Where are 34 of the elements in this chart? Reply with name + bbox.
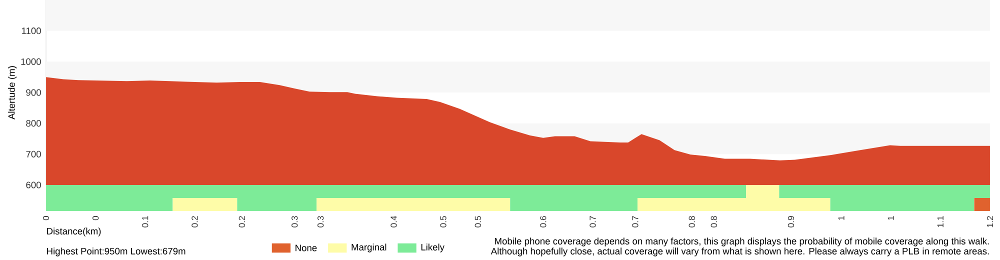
x-tick-label: 0.8 bbox=[688, 216, 695, 228]
x-tick-label: 0.5 bbox=[440, 216, 446, 228]
y-axis-title: Altertude (m) bbox=[8, 66, 17, 120]
legend-label: Likely bbox=[421, 244, 444, 252]
x-tick-label: 1.2 bbox=[986, 216, 994, 228]
x-tick-label: 0.5 bbox=[474, 216, 481, 228]
x-tick-label: 1 bbox=[838, 216, 844, 220]
x-axis-title: Distance(km) bbox=[47, 228, 101, 236]
x-tick-label: 0.9 bbox=[788, 216, 794, 228]
y-tick-label: 900 bbox=[26, 89, 41, 96]
y-tick-label: 800 bbox=[26, 120, 41, 127]
x-tick-label: 1.1 bbox=[937, 216, 944, 228]
x-tick-label: 0.7 bbox=[632, 216, 638, 228]
x-tick-label: 0.6 bbox=[540, 216, 546, 228]
x-tick-label: 0.1 bbox=[142, 216, 148, 228]
text: Although hopefully close, actual coverage will vary from what is shown here. Please always carry a PLB in remote areas. bbox=[490, 248, 989, 256]
y-tick-label: 700 bbox=[26, 150, 41, 158]
y-tick-label: 1100 bbox=[22, 28, 41, 34]
x-tick-label: 0.8 bbox=[710, 216, 717, 228]
x-tick-label: 0.2 bbox=[192, 216, 198, 228]
x-tick-label: 0.7 bbox=[590, 216, 596, 228]
x-tick-label: 0.4 bbox=[390, 216, 397, 228]
legend-label: Marginal bbox=[352, 244, 386, 252]
text: Mobile phone coverage depends on many factors, this graph displays the probability of mobile coverage along this walk. bbox=[495, 238, 989, 246]
y-tick-label: 600 bbox=[26, 182, 41, 188]
x-tick-label: 0.2 bbox=[238, 216, 245, 228]
text: Highest Point:950m Lowest:679m bbox=[47, 248, 186, 256]
legend-label: None bbox=[296, 244, 317, 252]
y-tick-label: 1000 bbox=[21, 58, 41, 65]
x-tick-label: 1 bbox=[888, 216, 894, 220]
x-tick-label: 0 bbox=[92, 216, 99, 220]
x-tick-label: 0.3 bbox=[292, 216, 298, 228]
x-tick-label: 0.3 bbox=[318, 216, 324, 228]
x-tick-label: 0 bbox=[42, 216, 50, 220]
